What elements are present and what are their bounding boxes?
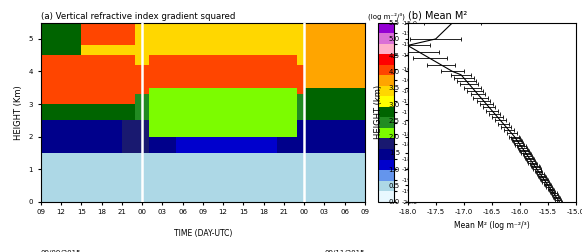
Text: (a) Vertical refractive index gradient squared: (a) Vertical refractive index gradient s…: [41, 12, 235, 20]
Title: (log m⁻²/³): (log m⁻²/³): [368, 13, 404, 20]
X-axis label: TIME (DAY-UTC): TIME (DAY-UTC): [173, 229, 232, 238]
Y-axis label: HEIGHT (km): HEIGHT (km): [374, 85, 383, 139]
Text: 09/09/2015: 09/09/2015: [41, 250, 81, 252]
Text: 09/11/2015: 09/11/2015: [324, 250, 365, 252]
X-axis label: Mean M² (log m⁻²/³): Mean M² (log m⁻²/³): [454, 221, 530, 230]
Text: (b) Mean M²: (b) Mean M²: [407, 11, 467, 20]
Y-axis label: HEIGHT (Km): HEIGHT (Km): [14, 85, 23, 140]
